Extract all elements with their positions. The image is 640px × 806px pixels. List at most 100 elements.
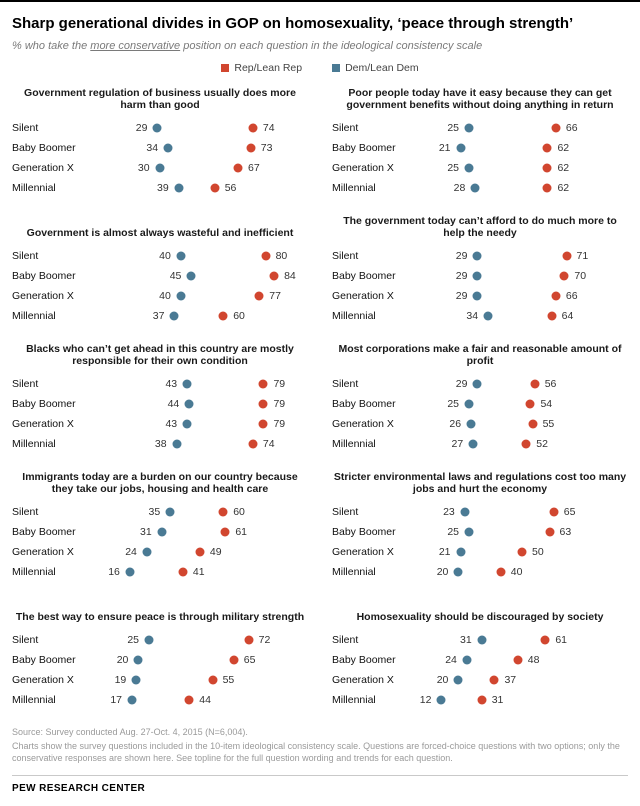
category-row: Baby Boomer 25 63 xyxy=(332,522,628,542)
rep-dot-icon xyxy=(229,655,239,665)
dot-plot-track: 29 66 xyxy=(416,286,628,306)
dot-plot-track: 31 61 xyxy=(416,630,628,650)
chart-panel: The best way to ensure peace is through … xyxy=(12,598,308,710)
panel-title: Poor people today have it easy because t… xyxy=(346,86,614,112)
rep-value-label: 62 xyxy=(557,142,570,154)
category-row: Generation X 26 55 xyxy=(332,414,628,434)
category-row: Baby Boomer 45 84 xyxy=(12,266,308,286)
dot-plot-track: 29 70 xyxy=(416,266,628,286)
subtitle-underline: more conservative xyxy=(90,40,181,52)
dem-dot-icon xyxy=(460,507,470,517)
dem-dot-icon xyxy=(127,695,137,705)
rep-value-label: 48 xyxy=(527,654,540,666)
dem-dot-icon xyxy=(462,655,472,665)
dem-dot-icon xyxy=(464,163,474,173)
dot-plot-track: 25 54 xyxy=(416,394,628,414)
chart-panel: Poor people today have it easy because t… xyxy=(332,86,628,198)
dot-plot-track: 25 63 xyxy=(416,522,628,542)
dem-value-label: 44 xyxy=(167,398,180,410)
dot-plot-track: 44 79 xyxy=(96,394,308,414)
dem-dot-icon xyxy=(472,379,482,389)
dot-plot-track: 24 49 xyxy=(96,542,308,562)
category-row: Silent 23 65 xyxy=(332,502,628,522)
dot-plot-track: 37 60 xyxy=(96,306,308,326)
dot-plot-track: 29 56 xyxy=(416,374,628,394)
dem-dot-icon xyxy=(142,547,152,557)
category-row: Silent 25 66 xyxy=(332,118,628,138)
rep-value-label: 50 xyxy=(532,546,544,558)
category-row: Generation X 19 55 xyxy=(12,670,308,690)
dot-plot-track: 20 40 xyxy=(416,562,628,582)
dem-value-label: 43 xyxy=(165,418,178,430)
rep-value-label: 72 xyxy=(258,634,271,646)
category-row: Generation X 40 77 xyxy=(12,286,308,306)
rep-dot-icon xyxy=(525,399,535,409)
dem-dot-icon xyxy=(456,143,466,153)
category-label: Millennial xyxy=(12,694,56,706)
category-label: Silent xyxy=(12,250,39,262)
dem-value-label: 45 xyxy=(169,270,182,282)
legend-swatch-rep-icon xyxy=(221,64,230,72)
category-row: Baby Boomer 44 79 xyxy=(12,394,308,414)
category-row: Generation X 43 79 xyxy=(12,414,308,434)
dem-dot-icon xyxy=(152,123,162,133)
dem-dot-icon xyxy=(182,419,192,429)
dot-plot-track: 28 62 xyxy=(416,178,628,198)
category-row: Generation X 24 49 xyxy=(12,542,308,562)
dem-dot-icon xyxy=(468,439,478,449)
rep-value-label: 55 xyxy=(222,674,235,686)
legend: Rep/Lean Rep Dem/Lean Dem xyxy=(12,62,628,74)
category-row: Millennial 27 52 xyxy=(332,434,628,454)
rep-dot-icon xyxy=(210,183,220,193)
category-row: Baby Boomer 24 48 xyxy=(332,650,628,670)
panel-title: Government is almost always wasteful and… xyxy=(26,227,294,240)
dem-dot-icon xyxy=(172,439,182,449)
dem-dot-icon xyxy=(133,655,143,665)
dem-value-label: 25 xyxy=(447,526,459,538)
rep-value-label: 70 xyxy=(574,270,587,282)
category-label: Millennial xyxy=(332,438,376,450)
dot-plot-track: 23 65 xyxy=(416,502,628,522)
dem-value-label: 19 xyxy=(114,674,127,686)
rep-value-label: 84 xyxy=(284,270,296,282)
panel-title: The government today can’t afford to do … xyxy=(343,214,617,240)
rep-value-label: 61 xyxy=(235,526,247,538)
legend-label-dem: Dem/Lean Dem xyxy=(345,62,419,74)
rep-value-label: 60 xyxy=(233,310,245,322)
dem-dot-icon xyxy=(464,399,474,409)
dot-plot-track: 26 55 xyxy=(416,414,628,434)
panel-title: Homosexuality should be discouraged by s… xyxy=(356,611,604,624)
rep-dot-icon xyxy=(178,567,188,577)
rep-value-label: 74 xyxy=(262,122,275,134)
dem-dot-icon xyxy=(466,419,476,429)
dot-plot-track: 25 66 xyxy=(416,118,628,138)
category-row: Millennial 28 62 xyxy=(332,178,628,198)
rep-value-label: 54 xyxy=(540,398,553,410)
category-label: Millennial xyxy=(12,182,56,194)
dem-dot-icon xyxy=(453,567,463,577)
dem-dot-icon xyxy=(472,291,482,301)
category-label: Generation X xyxy=(332,418,394,430)
dot-plot-track: 40 77 xyxy=(96,286,308,306)
category-row: Baby Boomer 20 65 xyxy=(12,650,308,670)
dem-value-label: 20 xyxy=(116,654,129,666)
dem-dot-icon xyxy=(174,183,184,193)
category-row: Baby Boomer 25 54 xyxy=(332,394,628,414)
dot-plot-track: 20 37 xyxy=(416,670,628,690)
rep-dot-icon xyxy=(248,123,258,133)
category-label: Silent xyxy=(332,122,359,134)
rep-dot-icon xyxy=(545,527,555,537)
dem-value-label: 40 xyxy=(159,250,171,262)
chart-panel: Blacks who can’t get ahead in this count… xyxy=(12,342,308,454)
methodology-note: Charts show the survey questions include… xyxy=(12,740,620,764)
dem-value-label: 31 xyxy=(140,526,152,538)
dot-plot-track: 39 56 xyxy=(96,178,308,198)
figure-title: Sharp generational divides in GOP on hom… xyxy=(12,15,574,32)
rep-value-label: 44 xyxy=(199,694,211,706)
dem-dot-icon xyxy=(186,271,196,281)
rep-value-label: 66 xyxy=(565,290,578,302)
rep-dot-icon xyxy=(218,507,228,517)
rep-dot-icon xyxy=(489,675,499,685)
category-row: Silent 25 72 xyxy=(12,630,308,650)
